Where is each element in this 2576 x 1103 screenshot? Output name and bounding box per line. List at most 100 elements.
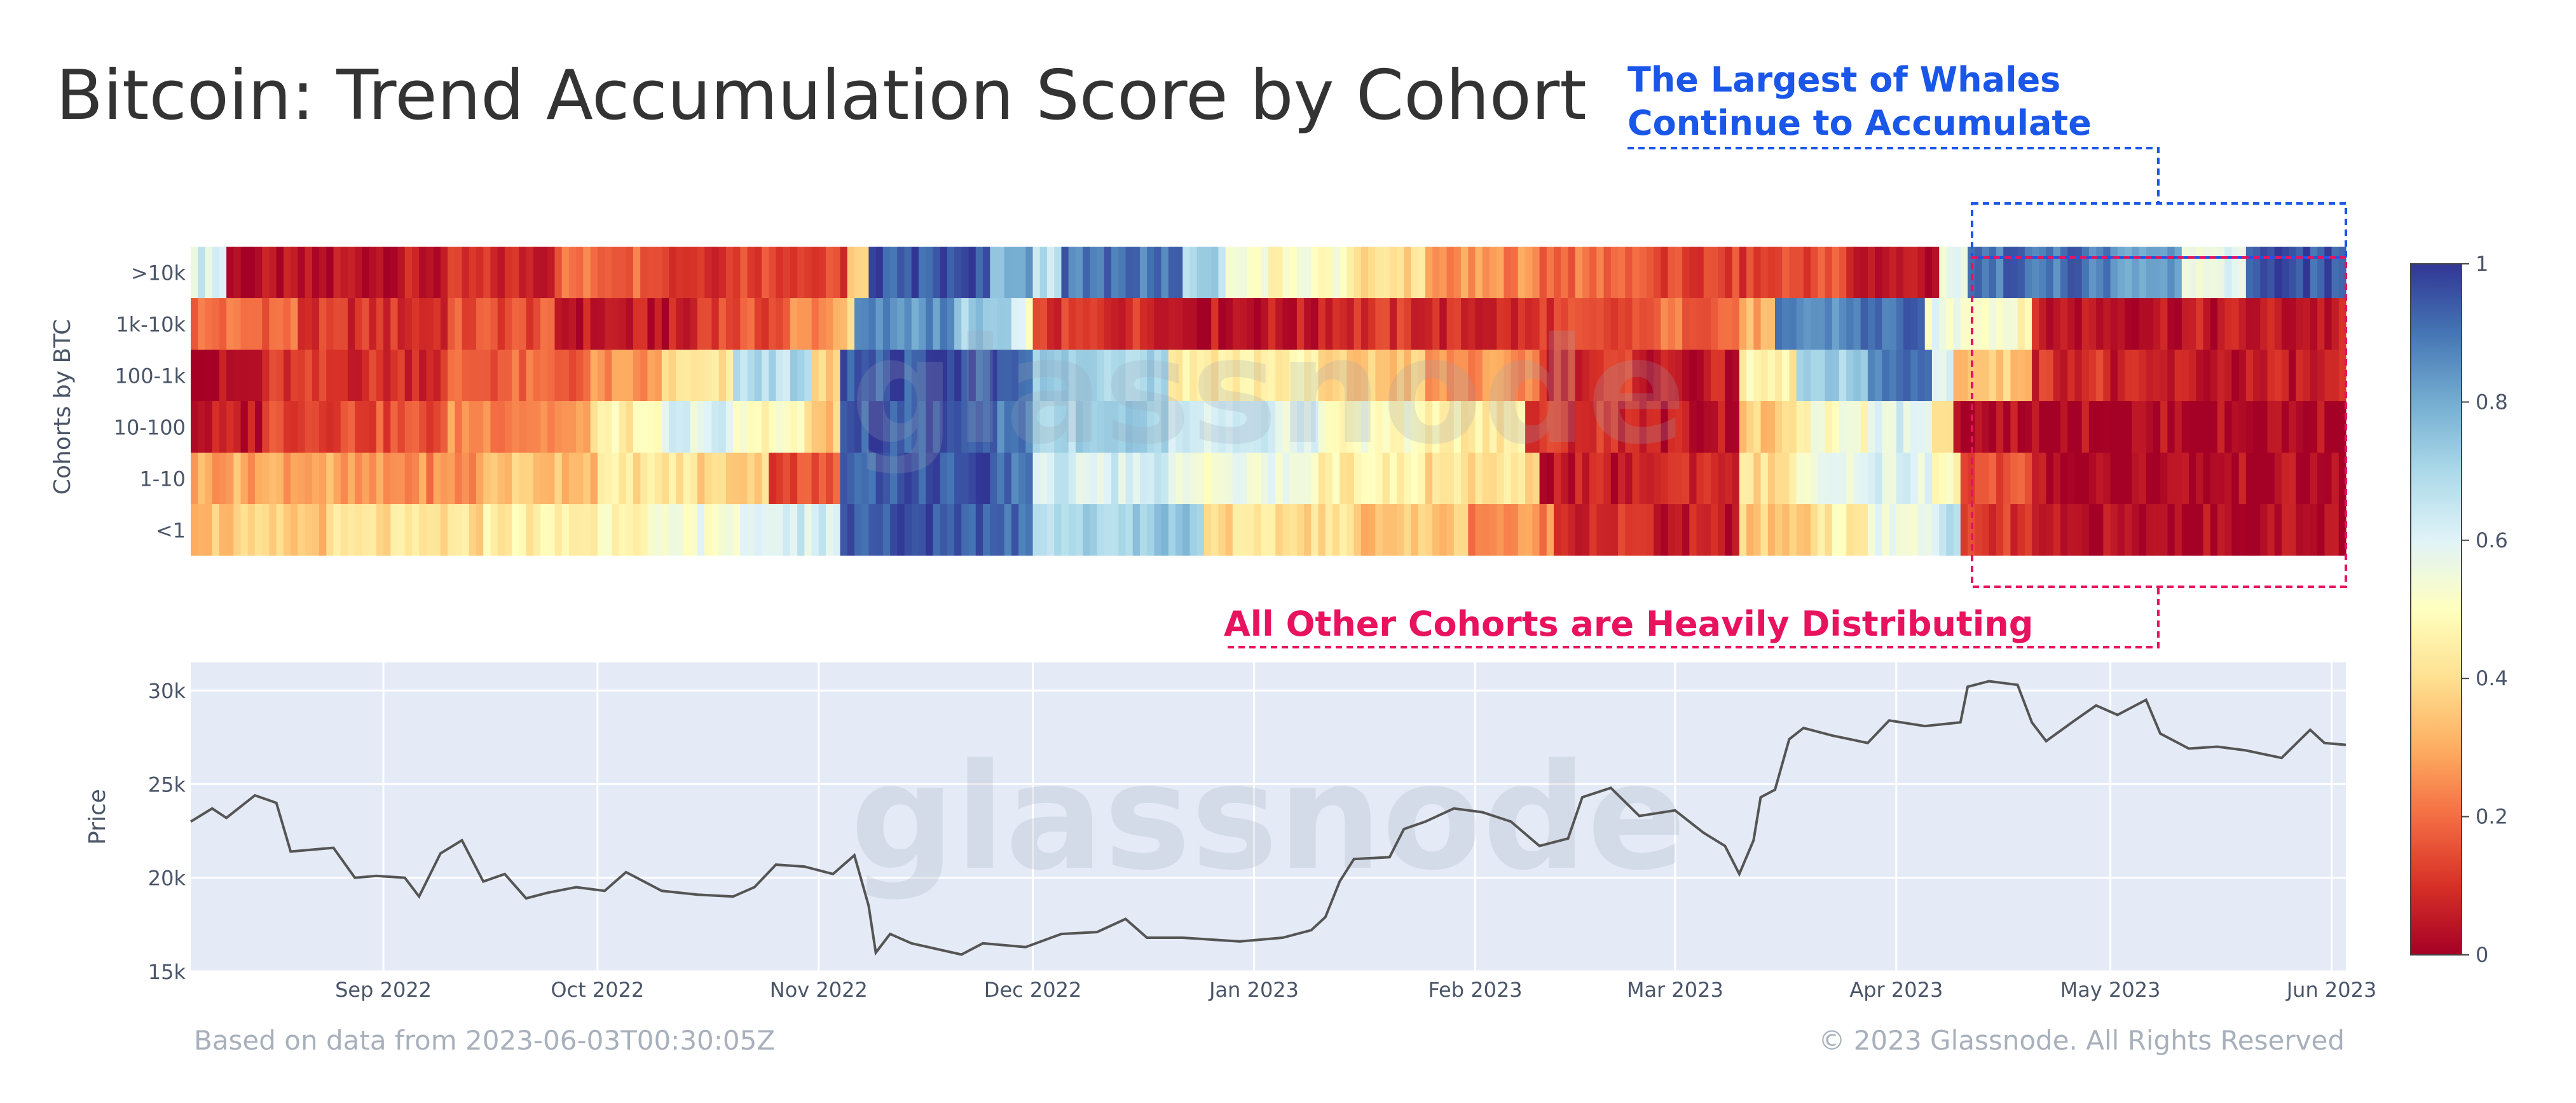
heatmap-cell	[704, 350, 713, 401]
heatmap-cell	[1232, 453, 1240, 504]
heatmap-cell	[1603, 453, 1612, 504]
heatmap-cell	[1097, 401, 1105, 453]
heatmap-cell	[2296, 247, 2304, 298]
heatmap-cell	[2274, 350, 2282, 401]
heatmap-cell	[2203, 247, 2211, 298]
heatmap-cell	[1654, 350, 1661, 401]
heatmap-cell	[1710, 298, 1718, 350]
heatmap-cell	[1268, 350, 1276, 401]
heatmap-cell	[469, 350, 477, 401]
heatmap-cell	[2303, 247, 2311, 298]
heatmap-cell	[1353, 350, 1362, 401]
heatmap-cell	[1090, 350, 1098, 401]
heatmap-cell	[526, 504, 534, 556]
heatmap-cell	[1889, 453, 1897, 504]
heatmap-cell	[547, 453, 556, 504]
heatmap-cell	[690, 298, 698, 350]
heatmap-cell	[690, 401, 698, 453]
heatmap-cell	[2253, 298, 2261, 350]
heatmap-cell	[1360, 350, 1369, 401]
heatmap-cell	[2224, 453, 2232, 504]
heatmap-cell	[769, 504, 777, 556]
heatmap-cell	[426, 504, 434, 556]
heatmap-cell	[1725, 298, 1733, 350]
heatmap-cell	[1960, 350, 1968, 401]
heatmap-cell	[2146, 401, 2154, 453]
heatmap-cell	[1860, 504, 1868, 556]
x-tick-label: Oct 2022	[551, 978, 644, 1002]
heatmap-cell	[1404, 298, 1412, 350]
heatmap-cell	[269, 298, 277, 350]
heatmap-cell	[1703, 350, 1711, 401]
heatmap-cell	[1953, 247, 1961, 298]
heatmap-cell	[626, 401, 634, 453]
heatmap-cell	[247, 298, 256, 350]
heatmap-cell	[2324, 504, 2333, 556]
heatmap-cell	[1646, 247, 1654, 298]
heatmap-cell	[583, 453, 591, 504]
heatmap-cell	[333, 504, 341, 556]
heatmap-cell	[1368, 401, 1376, 453]
heatmap-cell	[1889, 247, 1897, 298]
heatmap-cell	[512, 350, 519, 401]
heatmap-cell	[1268, 247, 1276, 298]
heatmap-cell	[226, 298, 234, 350]
heatmap-cell	[1004, 504, 1012, 556]
heatmap-cell	[826, 453, 833, 504]
heatmap-cell	[340, 401, 348, 453]
heatmap-cell	[597, 247, 605, 298]
heatmap-cell	[1803, 453, 1811, 504]
heatmap-cell	[1882, 401, 1890, 453]
heatmap-cell	[1710, 453, 1718, 504]
heatmap-cell	[1989, 298, 1997, 350]
heatmap-cell	[340, 350, 348, 401]
heatmap-cell	[769, 453, 777, 504]
heatmap-cell	[1196, 453, 1205, 504]
heatmap-cell	[2174, 298, 2182, 350]
heatmap-cell	[590, 298, 598, 350]
heatmap-cell	[1796, 401, 1804, 453]
heatmap-cell	[1910, 453, 1919, 504]
heatmap-cell	[1104, 247, 1112, 298]
heatmap-cell	[1746, 350, 1754, 401]
heatmap-cell	[2317, 401, 2325, 453]
heatmap-cell	[961, 247, 969, 298]
heatmap-cell	[2203, 401, 2211, 453]
heatmap-cell	[397, 247, 406, 298]
heatmap-cell	[1346, 298, 1355, 350]
heatmap-cell	[198, 504, 206, 556]
heatmap-cell	[448, 504, 455, 556]
heatmap-cell	[2139, 401, 2147, 453]
heatmap-cell	[1632, 247, 1640, 298]
heatmap-cell	[1175, 453, 1183, 504]
heatmap-cell	[2189, 504, 2196, 556]
heatmap-cell	[1333, 401, 1340, 453]
heatmap-cell	[1661, 401, 1669, 453]
heatmap-cell	[2260, 247, 2268, 298]
heatmap-cell	[533, 453, 541, 504]
heatmap-cell	[1774, 504, 1783, 556]
heatmap-cell	[718, 298, 727, 350]
heatmap-cell	[1975, 350, 1983, 401]
heatmap-cell	[612, 401, 620, 453]
heatmap-cell	[1774, 247, 1783, 298]
heatmap-cell	[1875, 350, 1882, 401]
heatmap-cell	[1161, 350, 1169, 401]
heatmap-cell	[519, 453, 527, 504]
heatmap-cell	[1968, 247, 1975, 298]
heatmap-cell	[2088, 298, 2097, 350]
x-tick-label: Sep 2022	[335, 978, 432, 1002]
heatmap-cell	[1018, 247, 1026, 298]
heatmap-cell	[1090, 453, 1098, 504]
heatmap-cell	[1582, 504, 1590, 556]
heatmap-cell	[1289, 504, 1298, 556]
heatmap-cell	[754, 453, 762, 504]
heatmap-cell	[1325, 504, 1333, 556]
heatmap-cell	[940, 247, 948, 298]
heatmap-cell	[1418, 504, 1426, 556]
heatmap-cell	[733, 247, 741, 298]
heatmap-cell	[1025, 247, 1034, 298]
heatmap-cell	[1097, 350, 1105, 401]
heatmap-cell	[1774, 453, 1783, 504]
heatmap-cell	[1032, 298, 1041, 350]
